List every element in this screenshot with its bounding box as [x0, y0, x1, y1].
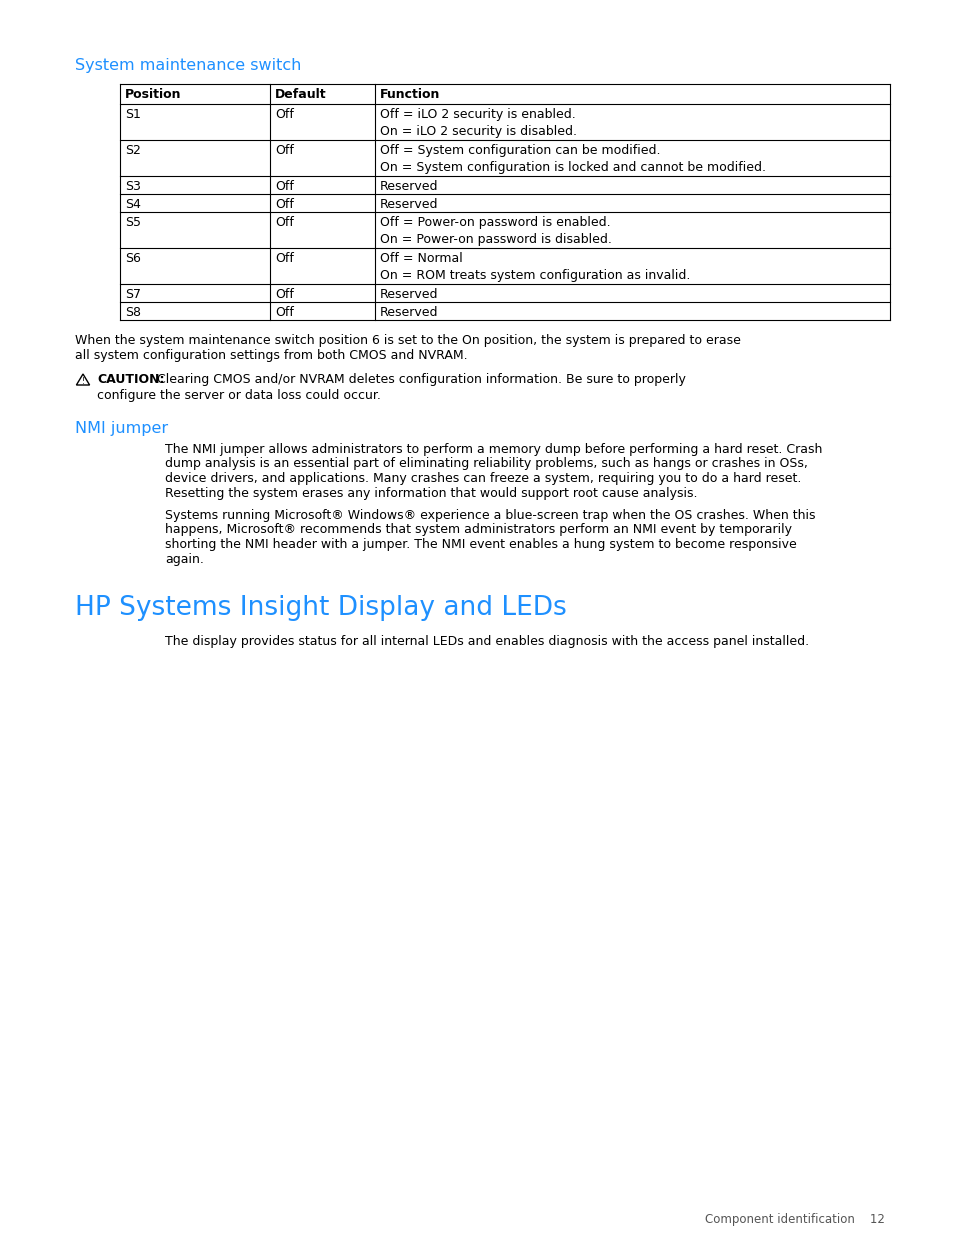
Text: System maintenance switch: System maintenance switch	[75, 58, 301, 73]
Text: On = ROM treats system configuration as invalid.: On = ROM treats system configuration as …	[379, 269, 690, 283]
Text: S1: S1	[125, 107, 141, 121]
Text: Off = Normal: Off = Normal	[379, 252, 462, 266]
Text: NMI jumper: NMI jumper	[75, 421, 168, 436]
Text: Off = System configuration can be modified.: Off = System configuration can be modifi…	[379, 144, 659, 157]
Text: Clearing CMOS and/or NVRAM deletes configuration information. Be sure to properl: Clearing CMOS and/or NVRAM deletes confi…	[149, 373, 685, 387]
Text: Reserved: Reserved	[379, 180, 438, 193]
Text: Off: Off	[274, 252, 294, 266]
Text: !: !	[81, 377, 85, 387]
Text: Off: Off	[274, 198, 294, 211]
Text: S4: S4	[125, 198, 141, 211]
Text: Systems running Microsoft® Windows® experience a blue-screen trap when the OS cr: Systems running Microsoft® Windows® expe…	[165, 509, 815, 522]
Text: On = Power-on password is disabled.: On = Power-on password is disabled.	[379, 233, 611, 247]
Text: Component identification    12: Component identification 12	[704, 1213, 884, 1226]
Text: The display provides status for all internal LEDs and enables diagnosis with the: The display provides status for all inte…	[165, 635, 808, 648]
Text: Off: Off	[274, 180, 294, 193]
Text: Function: Function	[379, 88, 440, 101]
Text: Default: Default	[274, 88, 326, 101]
Text: device drivers, and applications. Many crashes can freeze a system, requiring yo: device drivers, and applications. Many c…	[165, 472, 801, 485]
Text: HP Systems Insight Display and LEDs: HP Systems Insight Display and LEDs	[75, 595, 566, 621]
Text: The NMI jumper allows administrators to perform a memory dump before performing : The NMI jumper allows administrators to …	[165, 443, 821, 456]
Text: Off: Off	[274, 107, 294, 121]
Text: Off: Off	[274, 306, 294, 319]
Text: On = System configuration is locked and cannot be modified.: On = System configuration is locked and …	[379, 162, 765, 174]
Text: CAUTION:: CAUTION:	[97, 373, 164, 387]
Text: configure the server or data loss could occur.: configure the server or data loss could …	[97, 389, 380, 401]
Text: S8: S8	[125, 306, 141, 319]
Text: Off = iLO 2 security is enabled.: Off = iLO 2 security is enabled.	[379, 107, 576, 121]
Text: Reserved: Reserved	[379, 198, 438, 211]
Text: S6: S6	[125, 252, 141, 266]
Text: Reserved: Reserved	[379, 306, 438, 319]
Text: shorting the NMI header with a jumper. The NMI event enables a hung system to be: shorting the NMI header with a jumper. T…	[165, 538, 796, 551]
Text: S3: S3	[125, 180, 141, 193]
Text: all system configuration settings from both CMOS and NVRAM.: all system configuration settings from b…	[75, 348, 467, 362]
Text: Off = Power-on password is enabled.: Off = Power-on password is enabled.	[379, 216, 610, 228]
Text: again.: again.	[165, 552, 204, 566]
Text: happens, Microsoft® recommends that system administrators perform an NMI event b: happens, Microsoft® recommends that syst…	[165, 524, 791, 536]
Text: Reserved: Reserved	[379, 288, 438, 301]
Text: Off: Off	[274, 288, 294, 301]
Text: S7: S7	[125, 288, 141, 301]
Text: Off: Off	[274, 144, 294, 157]
Text: S2: S2	[125, 144, 141, 157]
Text: S5: S5	[125, 216, 141, 228]
Text: When the system maintenance switch position 6 is set to the On position, the sys: When the system maintenance switch posit…	[75, 333, 740, 347]
Text: dump analysis is an essential part of eliminating reliability problems, such as : dump analysis is an essential part of el…	[165, 457, 807, 471]
Text: Resetting the system erases any information that would support root cause analys: Resetting the system erases any informat…	[165, 487, 697, 499]
Text: On = iLO 2 security is disabled.: On = iLO 2 security is disabled.	[379, 126, 577, 138]
Text: Position: Position	[125, 88, 181, 101]
Text: Off: Off	[274, 216, 294, 228]
